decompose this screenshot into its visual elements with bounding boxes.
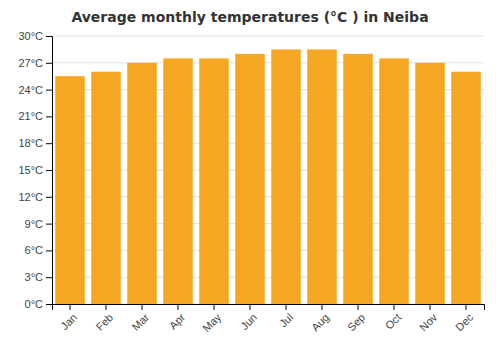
- x-tick-mark: [106, 304, 107, 310]
- x-tick-label: May: [200, 311, 224, 335]
- y-tick-mark: [46, 250, 52, 251]
- bar: [451, 72, 481, 304]
- x-axis-line: [53, 305, 485, 311]
- x-tick-label: Jul: [277, 311, 295, 329]
- y-tick-label: 3°C: [25, 271, 44, 283]
- bar: [91, 72, 121, 304]
- x-tick-label: Oct: [383, 311, 404, 332]
- y-tick-mark: [46, 116, 52, 117]
- x-tick-label: Nov: [417, 311, 440, 334]
- y-tick: 15°C: [18, 164, 52, 176]
- x-tick: Jun: [238, 304, 259, 332]
- y-tick: 24°C: [18, 84, 52, 96]
- x-tick-mark: [430, 304, 431, 310]
- y-tick-label: 30°C: [18, 30, 43, 42]
- x-tick: Apr: [167, 304, 188, 332]
- grid-line: [52, 36, 484, 37]
- y-tick: 18°C: [18, 137, 52, 149]
- y-tick: 30°C: [18, 30, 52, 42]
- y-axis-line: [46, 37, 53, 305]
- x-tick-mark: [322, 304, 323, 310]
- y-tick-mark: [46, 224, 52, 225]
- x-tick: Jul: [277, 304, 295, 330]
- y-tick-label: 21°C: [18, 110, 43, 122]
- title: Average monthly temperatures (°C ) in Ne…: [71, 9, 428, 25]
- y-axis: 0°C 3°C 6°C 9°C 12°C 15°C 18°C 21°C 24°C 27°C 30°C: [18, 30, 52, 310]
- x-tick-label: Jun: [238, 311, 259, 332]
- x-tick: Dec: [453, 304, 476, 333]
- bars: [55, 49, 481, 304]
- x-tick: Nov: [417, 304, 440, 333]
- bar: [55, 76, 85, 304]
- y-tick-mark: [46, 36, 52, 37]
- y-tick-label: 15°C: [18, 164, 43, 176]
- x-tick-label: Jan: [58, 311, 79, 332]
- y-tick: 9°C: [25, 218, 52, 230]
- y-tick-label: 24°C: [18, 84, 43, 96]
- y-tick: 27°C: [18, 57, 52, 69]
- x-tick: May: [200, 304, 224, 334]
- bar: [235, 54, 265, 304]
- grid: [52, 36, 484, 304]
- y-tick-label: 6°C: [25, 244, 44, 256]
- x-tick-label: Dec: [453, 311, 476, 334]
- y-tick-mark: [46, 143, 52, 144]
- x-tick: Sep: [345, 304, 367, 333]
- y-tick: 6°C: [25, 244, 52, 256]
- y-tick-mark: [46, 63, 52, 64]
- y-tick-mark: [46, 197, 52, 198]
- y-tick-mark: [46, 90, 52, 91]
- bar: [163, 58, 193, 304]
- bar: [127, 63, 157, 304]
- x-tick: Jan: [58, 304, 79, 332]
- x-tick: Feb: [93, 304, 115, 333]
- x-tick-mark: [394, 304, 395, 310]
- bar: [271, 49, 301, 304]
- x-tick-mark: [286, 304, 287, 310]
- bar: [199, 58, 229, 304]
- x-tick: Mar: [129, 304, 151, 333]
- x-tick-mark: [142, 304, 143, 310]
- y-tick-label: 12°C: [18, 191, 43, 203]
- y-tick-mark: [46, 304, 52, 305]
- plot: 0°C 3°C 6°C 9°C 12°C 15°C 18°C 21°C 24°C 27°C 30°C…: [18, 30, 484, 334]
- y-tick-label: 27°C: [18, 57, 43, 69]
- bar: [343, 54, 373, 304]
- y-tick-label: 0°C: [25, 298, 44, 310]
- y-tick-mark: [46, 170, 52, 171]
- x-tick-label: Feb: [93, 311, 115, 333]
- y-tick-label: 9°C: [25, 218, 44, 230]
- x-tick-label: Aug: [309, 311, 331, 333]
- y-tick-label: 18°C: [18, 137, 43, 149]
- x-tick-mark: [214, 304, 215, 310]
- x-tick-label: Apr: [167, 311, 188, 332]
- y-tick: 3°C: [25, 271, 52, 283]
- bar: [415, 63, 445, 304]
- x-tick-label: Sep: [345, 311, 367, 333]
- x-tick: Aug: [309, 304, 331, 333]
- y-tick: 21°C: [18, 110, 52, 122]
- x-tick-mark: [70, 304, 71, 310]
- bar: [307, 49, 337, 304]
- x-tick-mark: [466, 304, 467, 310]
- bar: [379, 58, 409, 304]
- y-tick-mark: [46, 277, 52, 278]
- y-tick: 0°C: [25, 298, 52, 310]
- x-tick-mark: [358, 304, 359, 310]
- chart: Average monthly temperatures (°C ) in Ne…: [0, 0, 500, 350]
- x-tick: Oct: [383, 304, 404, 332]
- x-axis: Jan Feb Mar Apr May Jun Jul Aug Sep Oct Nov Dec: [53, 304, 485, 334]
- x-tick-label: Mar: [129, 311, 151, 333]
- x-tick-mark: [250, 304, 251, 310]
- y-tick: 12°C: [18, 191, 52, 203]
- x-tick-mark: [178, 304, 179, 310]
